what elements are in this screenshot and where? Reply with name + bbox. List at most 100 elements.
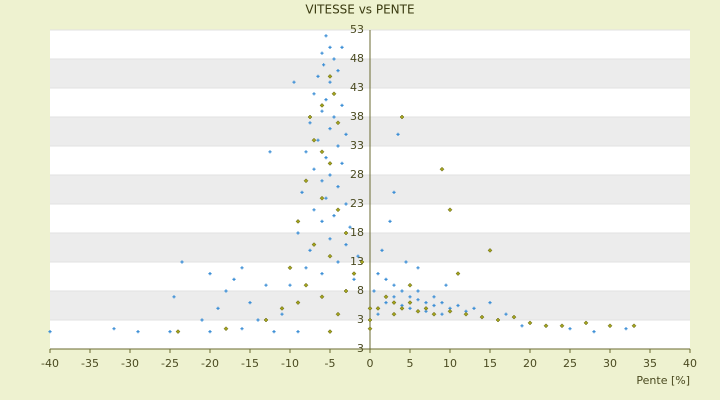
axes: 338131823283338434853-40-35-30-25-20-15-…	[41, 23, 697, 370]
data-point	[319, 149, 325, 155]
data-point	[376, 312, 380, 316]
data-point	[376, 272, 380, 276]
x-tick-label: 15	[483, 357, 497, 370]
y-tick-label: 28	[350, 168, 364, 181]
data-point	[399, 114, 405, 120]
data-point	[343, 288, 349, 294]
data-point	[463, 311, 469, 317]
data-point	[380, 248, 384, 252]
data-point	[391, 311, 397, 317]
data-point	[472, 306, 476, 310]
data-point	[200, 318, 204, 322]
x-tick-label: 20	[523, 357, 537, 370]
data-point	[319, 103, 325, 108]
data-point	[312, 92, 316, 96]
data-point	[527, 320, 533, 326]
data-point	[399, 306, 405, 311]
data-point	[319, 294, 325, 300]
data-point	[320, 219, 324, 223]
data-point	[328, 173, 332, 177]
data-point	[455, 271, 461, 276]
data-point	[416, 289, 420, 293]
data-point	[328, 45, 332, 49]
data-point	[408, 306, 412, 310]
data-point	[316, 138, 320, 142]
data-point	[332, 57, 336, 61]
data-point	[303, 282, 309, 288]
x-tick-label: -15	[241, 357, 259, 370]
data-point	[172, 295, 176, 299]
points	[48, 34, 637, 334]
data-point	[248, 301, 252, 305]
data-point	[327, 74, 333, 79]
data-point	[264, 283, 268, 287]
data-point	[432, 303, 436, 308]
data-point	[272, 330, 276, 334]
data-point	[343, 230, 349, 236]
data-point	[322, 63, 326, 67]
data-point	[479, 314, 485, 320]
data-point	[335, 207, 341, 213]
data-point	[216, 306, 220, 310]
data-point	[288, 283, 292, 287]
y-tick-label: 13	[350, 255, 364, 268]
data-point	[407, 300, 413, 305]
data-point	[424, 301, 428, 305]
y-tick-label: 23	[350, 197, 364, 210]
data-point	[440, 301, 444, 305]
data-point	[384, 277, 388, 281]
data-point	[391, 300, 397, 305]
data-point	[415, 308, 421, 314]
data-point	[383, 294, 389, 300]
data-point	[112, 327, 116, 331]
y-tick-label: 43	[350, 81, 364, 94]
data-point	[444, 283, 448, 287]
y-tick-label: 48	[350, 52, 364, 65]
data-point	[320, 51, 324, 55]
y-tick-label: 53	[350, 23, 364, 36]
data-point	[340, 103, 344, 107]
data-point	[375, 306, 381, 311]
data-point	[296, 330, 300, 334]
x-tick-label: 10	[443, 357, 457, 370]
x-tick-label: -40	[41, 357, 59, 370]
data-point	[416, 298, 420, 302]
data-point	[447, 207, 453, 213]
data-point	[279, 306, 285, 311]
data-point	[263, 317, 269, 323]
data-point	[308, 121, 312, 125]
data-point	[180, 260, 184, 264]
data-point	[388, 219, 392, 223]
data-point	[344, 132, 348, 136]
data-point	[332, 115, 336, 119]
x-tick-label: 35	[643, 357, 657, 370]
x-axis-label: Pente [%]	[636, 374, 690, 387]
data-point	[208, 272, 212, 276]
data-point	[487, 248, 493, 253]
data-point	[308, 248, 312, 252]
data-point	[240, 327, 244, 331]
data-point	[311, 242, 317, 247]
data-point	[543, 323, 549, 329]
y-tick-label: 18	[350, 226, 364, 239]
y-tick-label: 8	[357, 284, 364, 297]
data-point	[404, 260, 408, 264]
data-point	[327, 161, 333, 166]
data-point	[367, 326, 373, 332]
data-point	[407, 282, 413, 288]
data-point	[439, 166, 445, 172]
data-point	[320, 272, 324, 276]
data-point	[319, 195, 325, 201]
data-point	[304, 150, 308, 154]
data-point	[559, 323, 565, 329]
data-point	[324, 34, 328, 38]
data-point	[331, 91, 337, 97]
data-point	[295, 219, 301, 224]
data-point	[372, 289, 376, 293]
data-point	[400, 289, 404, 293]
data-point	[312, 167, 316, 171]
x-tick-label: -5	[325, 357, 336, 370]
data-point	[348, 225, 352, 229]
chart-title: VITESSE vs PENTE	[305, 3, 414, 17]
